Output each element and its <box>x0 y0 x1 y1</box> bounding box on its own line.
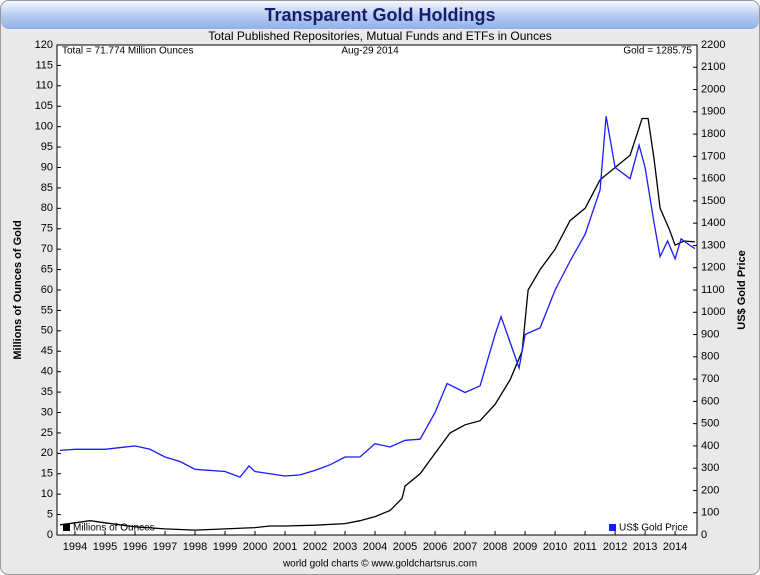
y2-tick-label: 2100 <box>701 61 725 73</box>
y-tick-label: 95 <box>41 141 53 153</box>
y2-tick-label: 500 <box>701 418 719 430</box>
y2-tick-label: 600 <box>701 395 719 407</box>
x-tick-label: 2012 <box>603 541 627 553</box>
plot-area <box>56 44 698 536</box>
legend-swatch <box>609 524 616 531</box>
x-tick-label: 2006 <box>423 541 447 553</box>
x-tick-label: 1995 <box>93 541 117 553</box>
y2-tick-label: 300 <box>701 462 719 474</box>
y2-tick-label: 1500 <box>701 195 725 207</box>
x-tick-label: 2005 <box>393 541 417 553</box>
series-line <box>59 116 696 478</box>
x-tick-label: 2002 <box>303 541 327 553</box>
y-tick-label: 20 <box>41 447 53 459</box>
y-tick-label: 105 <box>35 100 53 112</box>
y2-tick-label: 1200 <box>701 262 725 274</box>
y2-axis-label: US$ Gold Price <box>736 250 748 329</box>
x-tick-label: 1998 <box>183 541 207 553</box>
x-tick-label: 2003 <box>333 541 357 553</box>
y-tick-label: 0 <box>47 529 53 541</box>
y-tick-label: 35 <box>41 386 53 398</box>
y2-tick-label: 1100 <box>701 284 725 296</box>
y2-tick-label: 1000 <box>701 306 725 318</box>
y2-tick-label: 100 <box>701 507 719 519</box>
gold-label: Gold = 1285.75 <box>623 46 692 57</box>
y2-tick-label: 1400 <box>701 217 725 229</box>
y-tick-label: 25 <box>41 427 53 439</box>
y-tick-label: 85 <box>41 182 53 194</box>
x-tick-label: 2008 <box>483 541 507 553</box>
x-tick-label: 2010 <box>543 541 567 553</box>
y-tick-label: 10 <box>41 488 53 500</box>
y-tick-label: 65 <box>41 263 53 275</box>
y2-tick-label: 1600 <box>701 173 725 185</box>
y-tick-label: 100 <box>35 121 53 133</box>
y-tick-label: 50 <box>41 325 53 337</box>
y-tick-label: 120 <box>35 39 53 51</box>
y-tick-label: 80 <box>41 202 53 214</box>
legend-swatch <box>63 524 70 531</box>
footer: world gold charts © www.goldchartsrus.co… <box>282 559 477 570</box>
series-line <box>59 117 695 531</box>
x-tick-label: 1994 <box>63 541 87 553</box>
y-tick-label: 15 <box>41 468 53 480</box>
y-axis-label: Millions of Ounces of Gold <box>12 220 24 359</box>
y2-tick-label: 2000 <box>701 83 725 95</box>
x-tick-label: 2013 <box>633 541 657 553</box>
x-tick-label: 2014 <box>663 541 687 553</box>
title-bar <box>1 1 759 29</box>
y2-tick-label: 900 <box>701 328 719 340</box>
x-tick-label: 2007 <box>453 541 477 553</box>
x-tick-label: 1999 <box>213 541 237 553</box>
y2-tick-label: 400 <box>701 440 719 452</box>
y-tick-label: 30 <box>41 406 53 418</box>
y-tick-label: 75 <box>41 223 53 235</box>
y-tick-label: 110 <box>35 80 53 92</box>
y2-tick-label: 700 <box>701 373 719 385</box>
x-tick-label: 2009 <box>513 541 537 553</box>
x-tick-label: 1997 <box>153 541 177 553</box>
y-tick-label: 60 <box>41 284 53 296</box>
date-label: Aug-29 2014 <box>341 46 399 57</box>
total-label: Total = 71.774 Million Ounces <box>62 46 193 57</box>
y2-tick-label: 1300 <box>701 239 725 251</box>
y2-tick-label: 0 <box>701 529 707 541</box>
x-tick-label: 2011 <box>573 541 597 553</box>
y2-tick-label: 1900 <box>701 106 725 118</box>
y2-tick-label: 2200 <box>701 39 725 51</box>
legend-label: US$ Gold Price <box>619 523 688 534</box>
y-tick-label: 40 <box>41 366 53 378</box>
y-tick-label: 90 <box>41 161 53 173</box>
y-tick-label: 5 <box>47 508 53 520</box>
chart-title: Transparent Gold Holdings <box>264 5 495 25</box>
subtitle: Total Published Repositories, Mutual Fun… <box>208 29 552 43</box>
y2-tick-label: 200 <box>701 484 719 496</box>
x-tick-label: 2000 <box>243 541 267 553</box>
legend-label: Millions of Ounces <box>73 523 155 534</box>
y-tick-label: 45 <box>41 345 53 357</box>
y2-tick-label: 1800 <box>701 128 725 140</box>
x-tick-label: 2004 <box>363 541 387 553</box>
y2-tick-label: 1700 <box>701 150 725 162</box>
x-tick-label: 1996 <box>123 541 147 553</box>
x-tick-label: 2001 <box>273 541 297 553</box>
y-tick-label: 70 <box>41 243 53 255</box>
y2-tick-label: 800 <box>701 351 719 363</box>
y-tick-label: 55 <box>41 304 53 316</box>
y-tick-label: 115 <box>35 59 53 71</box>
